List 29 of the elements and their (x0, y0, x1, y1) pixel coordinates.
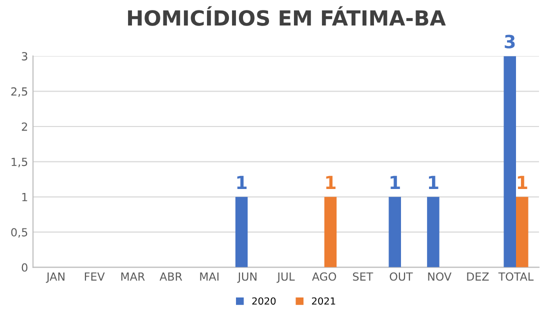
x-tick-label: TOTAL (498, 272, 534, 281)
y-tick-label: 0,5 (11, 228, 28, 238)
x-tick-label: MAI (200, 272, 218, 281)
y-tick-label: 0 (22, 263, 28, 272)
y-tick-label: 2,5 (11, 87, 28, 97)
data-label: 3 (504, 34, 515, 48)
data-label: 1 (237, 176, 247, 189)
x-tick-label: DEZ (467, 272, 489, 281)
x-tick-label: JUL (276, 272, 295, 283)
y-tick-label: 3 (22, 52, 28, 60)
data-label: 1 (326, 176, 336, 189)
y-tick-label: 1 (22, 193, 28, 202)
y-tick-label: 2 (22, 122, 28, 131)
y-tick-label: 1,5 (12, 158, 28, 168)
legend-label: 2020 (252, 297, 276, 305)
data-label: 1 (428, 176, 438, 189)
data-label: 1 (390, 176, 400, 189)
data-label: 1 (518, 176, 528, 189)
x-tick-label: JUN (237, 272, 256, 283)
x-tick-label: AGO (312, 272, 336, 281)
x-tick-label: ABR (160, 272, 182, 281)
x-tick-label: JAN (46, 272, 64, 283)
legend-label: 2021 (312, 297, 336, 305)
chart-title: HOMICÍDIOS EM FÁTIMA-BA (128, 6, 446, 26)
x-tick-label: MAR (121, 272, 145, 281)
x-tick-label: SET (352, 272, 374, 281)
x-tick-label: OUT (390, 272, 413, 281)
x-tick-label: NOV (428, 272, 452, 281)
x-tick-label: FEV (84, 272, 105, 281)
